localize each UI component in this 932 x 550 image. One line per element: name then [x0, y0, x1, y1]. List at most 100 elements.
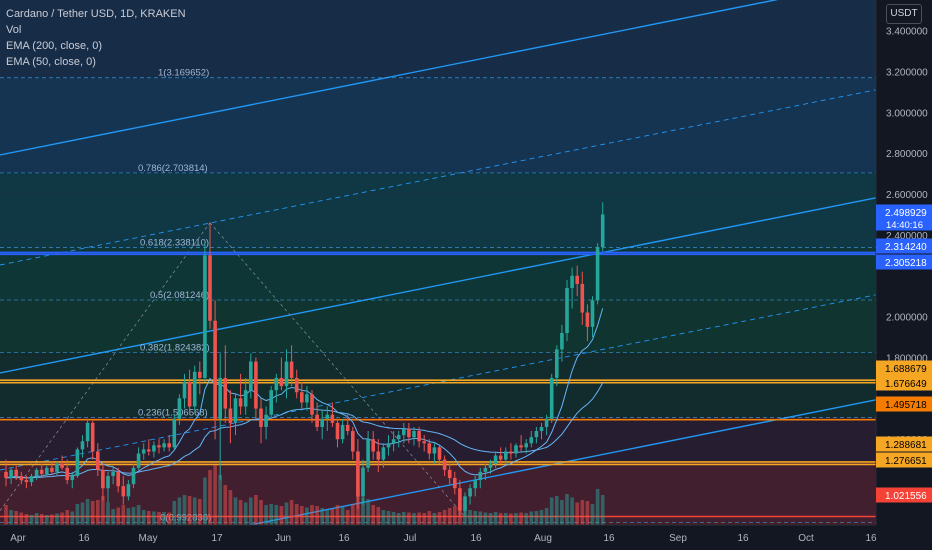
candle-body	[386, 443, 391, 448]
price-tag-label: 2.498929	[885, 208, 927, 219]
candle-body	[9, 469, 13, 479]
price-tag-bg	[876, 254, 932, 270]
volume-bar	[417, 512, 421, 525]
candle-body	[249, 361, 253, 391]
time-tick: 16	[78, 533, 90, 544]
time-tick: 16	[338, 533, 350, 544]
volume-bar	[361, 497, 365, 525]
candle-body	[50, 467, 54, 472]
candle-body	[198, 371, 202, 378]
volume-bar	[534, 511, 539, 525]
volume-bar	[228, 490, 233, 525]
time-tick: 16	[470, 533, 482, 544]
volume-bar	[152, 511, 156, 525]
volume-indicator-label[interactable]: Vol	[6, 24, 22, 36]
candle-body	[585, 312, 590, 327]
price-tick: 2.800000	[886, 149, 928, 160]
candle-body	[407, 428, 411, 438]
candles	[4, 202, 605, 517]
time-tick: Apr	[10, 533, 26, 544]
volume-bar	[442, 510, 447, 525]
symbol-title[interactable]: Cardano / Tether USD, 1D, KRAKEN	[6, 8, 186, 20]
volume-bar	[412, 513, 416, 525]
volume-bars	[4, 465, 605, 525]
volume-bar	[595, 489, 600, 525]
candle-body	[442, 459, 447, 470]
volume-bar	[4, 505, 8, 525]
price-tag-bg	[876, 396, 932, 412]
candle-body	[90, 422, 95, 452]
price-tick: 2.400000	[886, 231, 928, 242]
volume-bar	[177, 497, 182, 525]
channel-line	[0, 0, 779, 156]
volume-bar	[85, 499, 90, 525]
fib-label: 1(3.169652)	[158, 68, 209, 79]
fib-label: 0.236(1.506568)	[138, 407, 208, 418]
volume-bar	[381, 510, 386, 525]
candle-body	[259, 408, 263, 427]
candle-body	[187, 382, 192, 407]
fib-label: 0.5(2.081246)	[150, 290, 209, 301]
volume-bar	[131, 507, 136, 525]
candle-body	[504, 451, 508, 460]
volume-bar	[34, 513, 39, 525]
volume-bar	[600, 495, 605, 525]
volume-bar	[437, 512, 442, 525]
channel-line	[0, 89, 877, 266]
candle-body	[126, 484, 131, 497]
volume-bar	[549, 497, 554, 525]
volume-bar	[422, 513, 426, 525]
ema200-label[interactable]: EMA (200, close, 0)	[6, 40, 102, 52]
volume-bar	[386, 511, 391, 525]
ema50-label[interactable]: EMA (50, close, 0)	[6, 56, 96, 68]
time-axis[interactable]: Apr 16 May 17 Jun 16 Jul 16 Aug 16 Sep 16 Oct 16	[0, 524, 932, 550]
volume-bar	[468, 510, 472, 525]
time-tick: 16	[865, 533, 877, 544]
volume-bar	[407, 512, 411, 525]
volume-bar	[514, 513, 518, 525]
volume-bar	[279, 506, 284, 525]
volume-bar	[14, 511, 18, 525]
time-tick: Jul	[404, 533, 417, 544]
volume-bar	[371, 505, 375, 525]
volume-bar	[167, 512, 171, 525]
candle-body	[575, 275, 579, 284]
candle-body	[29, 475, 34, 483]
countdown-label: 14:40:16	[886, 220, 923, 231]
volume-bar	[560, 500, 564, 525]
channel-line	[0, 294, 877, 471]
candle-body	[19, 475, 24, 481]
candle-body	[498, 455, 503, 460]
volume-bar	[402, 512, 406, 525]
candle-body	[463, 496, 467, 511]
volume-bar	[96, 500, 100, 525]
candle-body	[101, 469, 105, 489]
fib-label: 0.618(2.338110)	[140, 238, 209, 249]
price-tick: 1.800000	[886, 353, 928, 364]
candle-body	[453, 478, 457, 489]
price-tag-label: 1.021556	[885, 491, 927, 502]
volume-bar	[254, 495, 258, 525]
volume-bar	[351, 504, 355, 525]
ema-lines	[5, 308, 604, 479]
price-tag-bg	[876, 238, 932, 254]
price-tag-label: 2.305218	[885, 258, 927, 269]
candle-body	[432, 447, 437, 454]
volume-bar	[111, 509, 115, 525]
candle-body	[141, 449, 146, 454]
volume-bar	[524, 513, 528, 525]
volume-bar	[427, 511, 432, 525]
volume-bar	[483, 512, 488, 525]
candle-body	[85, 422, 90, 442]
candle-body	[340, 424, 345, 440]
currency-button[interactable]: USDT	[886, 4, 922, 24]
time-tick: Sep	[669, 533, 687, 544]
candle-body	[172, 418, 177, 448]
volume-bar	[233, 497, 238, 525]
volume-bar	[126, 508, 131, 525]
candle-body	[458, 488, 462, 511]
volume-bar	[157, 512, 161, 525]
volume-bar	[121, 505, 126, 525]
candle-body	[238, 398, 243, 407]
